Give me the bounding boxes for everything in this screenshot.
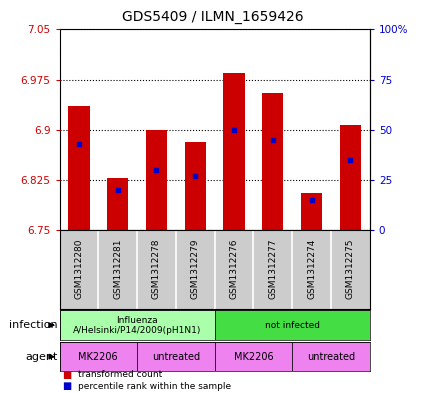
Text: GSM1312276: GSM1312276 [230,239,238,299]
Text: ■: ■ [62,369,71,380]
Bar [68,106,90,230]
Text: agent: agent [25,352,57,362]
Bar [60,310,215,340]
Text: GSM1312274: GSM1312274 [307,239,316,299]
Bar [184,142,206,230]
Text: GSM1312279: GSM1312279 [191,239,200,299]
Text: GSM1312281: GSM1312281 [113,239,122,299]
Text: not infected: not infected [265,321,320,330]
Text: GDS5409 / ILMN_1659426: GDS5409 / ILMN_1659426 [122,10,303,24]
Bar [107,178,128,230]
Bar [60,342,137,371]
Text: transformed count: transformed count [78,370,162,379]
Bar [301,193,322,230]
Bar [215,342,292,371]
Text: GSM1312278: GSM1312278 [152,239,161,299]
Text: GSM1312275: GSM1312275 [346,239,355,299]
Text: MK2206: MK2206 [79,352,118,362]
Bar [137,342,215,371]
Text: untreated: untreated [152,352,200,362]
Text: ■: ■ [62,381,71,391]
Text: MK2206: MK2206 [234,352,273,362]
Bar [146,130,167,230]
Text: GSM1312277: GSM1312277 [268,239,277,299]
Text: Influenza
A/Helsinki/P14/2009(pH1N1): Influenza A/Helsinki/P14/2009(pH1N1) [73,316,201,335]
Bar [224,73,245,230]
Text: percentile rank within the sample: percentile rank within the sample [78,382,231,391]
Text: untreated: untreated [307,352,355,362]
Bar [215,310,370,340]
Bar [292,342,370,371]
Text: infection: infection [9,320,57,330]
Text: GSM1312280: GSM1312280 [74,239,83,299]
Bar [340,125,361,230]
Bar [262,93,283,230]
